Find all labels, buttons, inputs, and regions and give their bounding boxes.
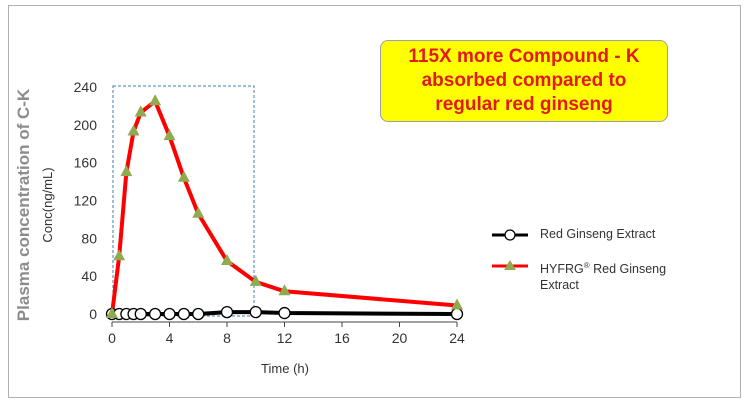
y-tick-label: 120: [74, 193, 98, 209]
highlight-box: [112, 85, 255, 317]
callout-line-1: 115X more Compound - K: [408, 46, 640, 67]
y-axis-outer-label: Plasma concentration of C-K: [14, 88, 33, 321]
data-point-triangle: [127, 124, 140, 136]
y-tick-label: 80: [81, 230, 97, 246]
legend-entry-red-ginseng: Red Ginseng Extract: [540, 227, 655, 241]
data-point-triangle: [451, 298, 463, 310]
legend-label-hyfrg-rest: Red Ginseng: [589, 262, 667, 277]
data-point-triangle: [113, 249, 126, 261]
data-point-triangle: [120, 165, 133, 177]
y-tick-label: 160: [74, 155, 98, 171]
x-tick-label: 0: [108, 330, 116, 346]
data-point-triangle: [192, 206, 205, 218]
plot-area: [105, 94, 464, 321]
data-point-circle: [163, 307, 176, 321]
x-tick-label: 4: [166, 330, 174, 346]
data-point-triangle: [163, 129, 176, 141]
callout-box: 115X more Compound - K absorbed compared…: [380, 40, 668, 122]
x-tick-label: 16: [334, 330, 350, 346]
legend-label-hyfrg-line2: Extract: [540, 278, 579, 293]
data-point-triangle: [134, 105, 147, 117]
axes: 0 40 80 120 160 200 240 0 4 8 12 16 20 24: [74, 79, 465, 346]
x-tick-label: 20: [392, 330, 408, 346]
data-point-triangle: [149, 94, 162, 106]
data-point-triangle: [177, 170, 190, 182]
data-point-circle: [177, 307, 191, 321]
data-point-triangle: [249, 274, 262, 286]
data-point-circle: [192, 307, 205, 321]
x-tick-label: 8: [223, 330, 231, 346]
legend-label-red-ginseng: Red Ginseng Extract: [540, 227, 656, 241]
data-point-triangle: [221, 254, 233, 266]
y-axis-inner-label: Conc(ng/mL): [40, 167, 55, 242]
data-point-triangle: [278, 284, 291, 296]
y-tick-label: 0: [89, 306, 97, 322]
x-tick-label: 12: [277, 330, 293, 346]
y-tick-label: 240: [74, 79, 98, 95]
legend-entry-hyfrg: HYFRG® Red Ginseng Extract: [540, 258, 666, 293]
x-tick-label: 24: [449, 330, 465, 346]
data-point-circle: [220, 305, 234, 319]
callout-line-2: absorbed compared to: [421, 70, 627, 91]
callout-line-3: regular red ginseng: [435, 94, 613, 115]
data-point-circle: [450, 307, 464, 321]
legend-label-hyfrg-main: HYFRG: [540, 262, 584, 277]
series-line-1: [110, 99, 458, 315]
data-point-triangle: [106, 307, 118, 318]
data-point-circle: [148, 307, 162, 321]
y-tick-label: 40: [81, 268, 97, 284]
y-tick-label: 200: [74, 117, 98, 133]
data-point-circle: [278, 306, 291, 320]
data-point-circle: [134, 307, 147, 321]
legend-label-hyfrg-mark: ®: [583, 261, 590, 270]
x-axis-label: Time (h): [261, 361, 309, 376]
data-point-circle: [249, 305, 262, 319]
